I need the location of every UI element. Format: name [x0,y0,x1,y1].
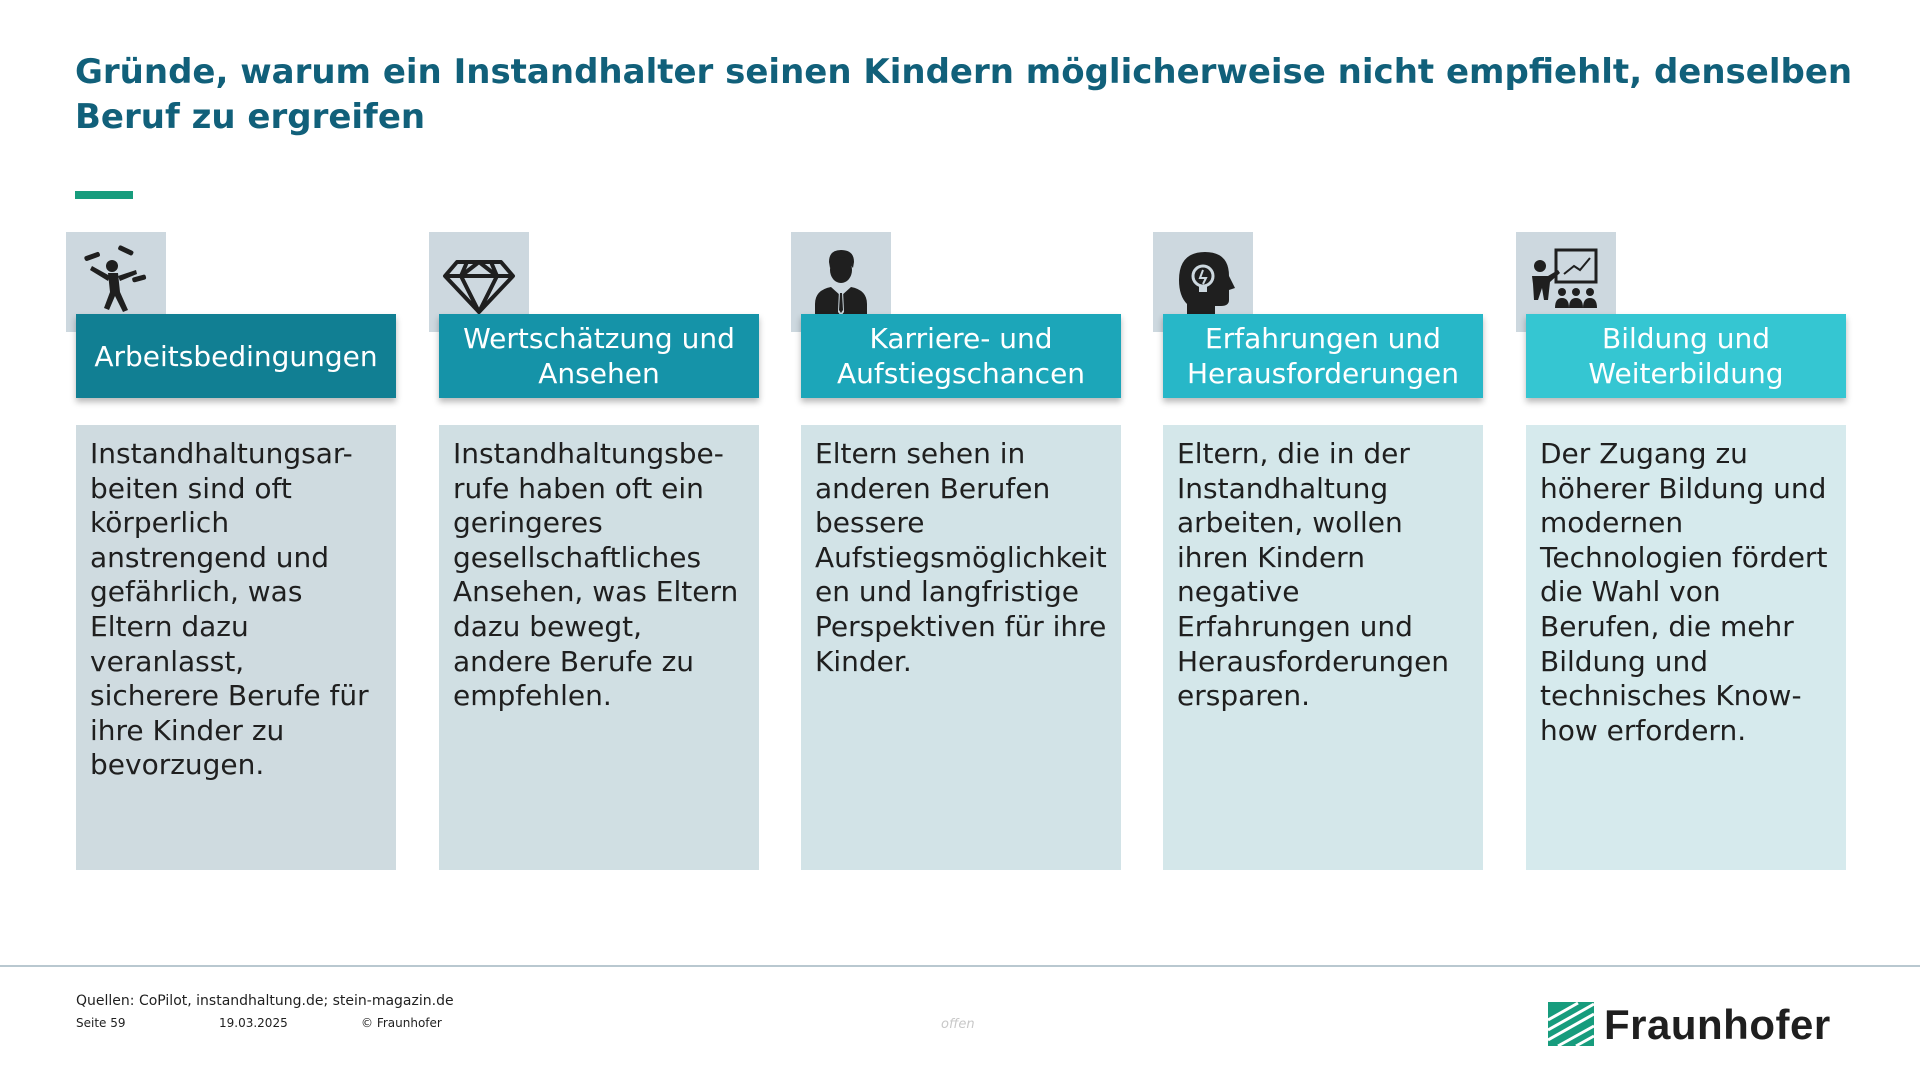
teacher-presentation-icon [1532,248,1598,308]
diamond-icon [443,260,515,314]
businessman-icon [815,250,867,322]
column-bildung: Bildung und Weiterbildung Der Zugang zu … [1516,232,1846,872]
category-header: Karriere- und Aufstiegschancen [801,314,1121,398]
head-lightbulb-icon [1179,252,1235,320]
classification-label: offen [941,1017,975,1032]
fraunhofer-logo-mark [1548,1001,1595,1048]
column-erfahrungen: Erfahrungen und Herausforderungen Eltern… [1153,232,1483,872]
category-description: Eltern, die in der Instandhaltung arbeit… [1163,425,1483,870]
footer-page-number: Seite 59 [76,1016,126,1030]
footer-divider [0,965,1920,967]
fraunhofer-logo: Fraunhofer [1548,1000,1831,1050]
category-header: Wertschätzung und Ansehen [439,314,759,398]
title-accent-rule [75,191,133,199]
category-description: Der Zugang zu höherer Bildung und modern… [1526,425,1846,870]
footer-copyright: © Fraunhofer [361,1016,442,1030]
category-description: Instandhaltungsar-beiten sind oft körper… [76,425,396,870]
column-wertschaetzung: Wertschätzung und Ansehen Instandhaltung… [429,232,759,872]
category-header: Bildung und Weiterbildung [1526,314,1846,398]
slide-title: Gründe, warum ein Instandhalter seinen K… [75,52,1853,137]
category-description: Eltern sehen in anderen Berufen bessere … [801,425,1121,870]
category-header: Arbeitsbedingungen [76,314,396,398]
logo-wordmark: Fraunhofer [1604,1001,1831,1048]
column-karriere: Karriere- und Aufstiegschancen Eltern se… [791,232,1121,872]
category-description: Instandhaltungsbe-rufe haben oft ein ger… [439,425,759,870]
column-arbeitsbedingungen: Arbeitsbedingungen Instandhaltungsar-bei… [66,232,396,872]
category-header: Erfahrungen und Herausforderungen [1163,314,1483,398]
juggling-person-icon [84,245,147,312]
footer-sources: Quellen: CoPilot, instandhaltung.de; ste… [76,993,454,1009]
footer-date: 19.03.2025 [219,1016,288,1030]
